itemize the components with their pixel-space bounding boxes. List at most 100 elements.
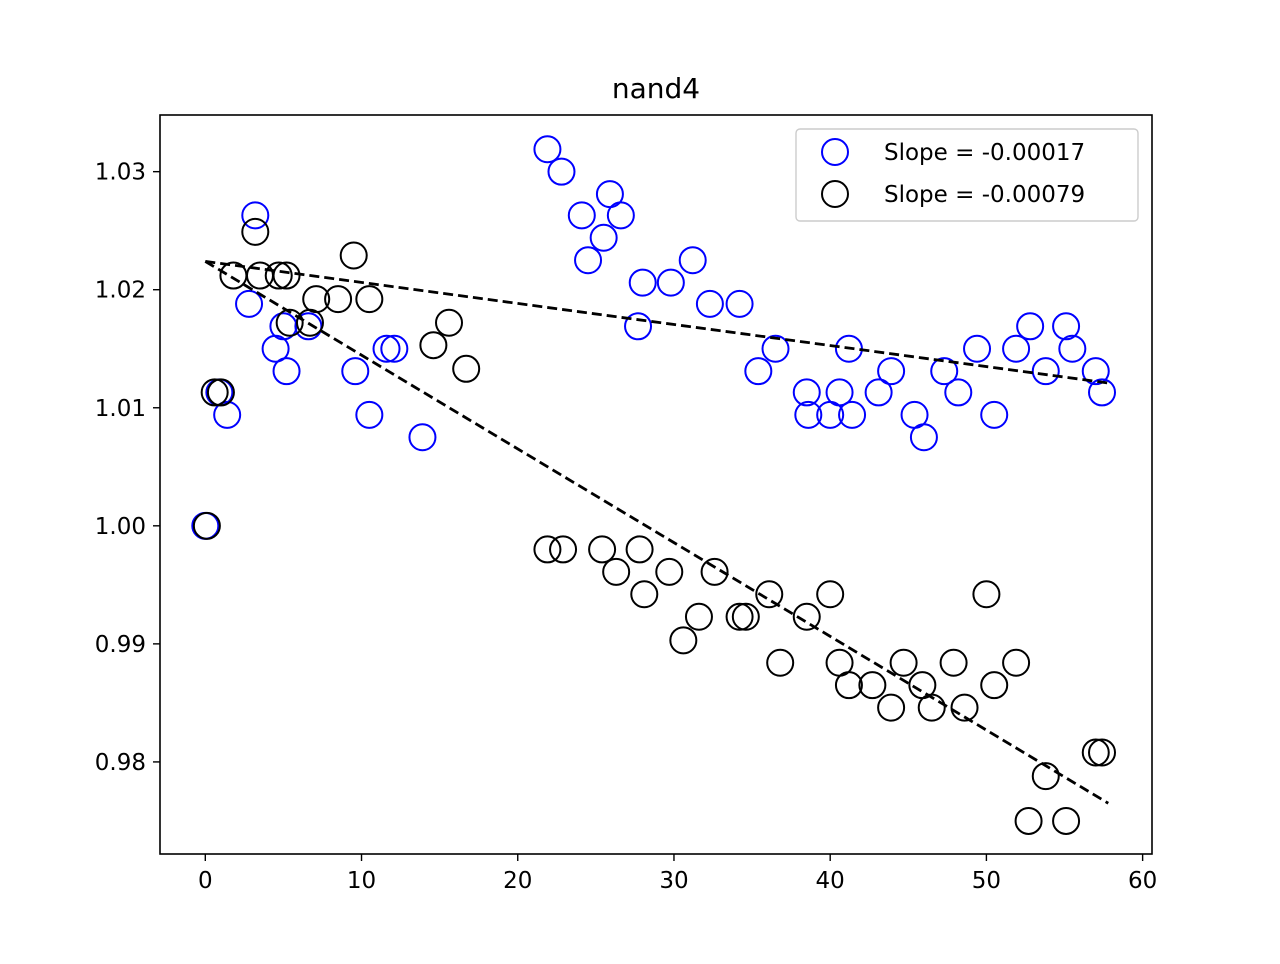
series-2-point	[435, 308, 464, 337]
series-1-point	[269, 312, 298, 341]
y-tick-label: 0.99	[95, 632, 146, 658]
series-1-point	[355, 400, 384, 429]
series-1-point	[574, 246, 603, 275]
series-1-point	[864, 378, 893, 407]
x-tick-label: 40	[816, 868, 845, 894]
series-2-point	[355, 285, 384, 314]
series-2-point	[602, 557, 631, 586]
series-2-point	[419, 331, 448, 360]
series-1-point	[1088, 378, 1117, 407]
series-2-point	[655, 557, 684, 586]
series-1-point	[678, 246, 707, 275]
series-1-point	[1016, 312, 1045, 341]
series-2-point	[200, 378, 229, 407]
series-2-point	[1031, 762, 1060, 791]
series-2-point	[917, 693, 946, 722]
x-tick-label: 60	[1128, 868, 1157, 894]
series-2-point	[533, 535, 562, 564]
series-1-point	[944, 378, 973, 407]
fit-line-2	[204, 260, 1109, 805]
series-2-point	[1081, 738, 1110, 767]
y-tick-label: 1.01	[95, 396, 146, 422]
legend-label-2: Slope = -0.00079	[884, 182, 1085, 208]
chart-title: nand4	[612, 72, 700, 105]
series-2-point	[324, 285, 353, 314]
series-2-point	[950, 693, 979, 722]
series-1-point	[380, 334, 409, 363]
y-tick-label: 1.00	[95, 514, 146, 540]
y-tick-label: 1.02	[95, 278, 146, 304]
series-2-point	[889, 648, 918, 677]
legend-marker-1	[821, 138, 849, 166]
y-tick-label: 1.03	[95, 160, 146, 186]
x-tick-label: 0	[198, 868, 213, 894]
series-1-point	[877, 357, 906, 386]
y-tick-label: 0.98	[95, 750, 146, 776]
series-2-point	[669, 626, 698, 655]
series-1-point	[1031, 357, 1060, 386]
series-2-point	[972, 580, 1001, 609]
series-1-point	[930, 357, 959, 386]
fit-line-1	[205, 259, 1109, 385]
series-1-point	[695, 289, 724, 318]
series-2-point	[816, 580, 845, 609]
series-2-point	[452, 354, 481, 383]
x-tick-label: 30	[659, 868, 688, 894]
series-2-point	[858, 671, 887, 700]
series-2-point	[731, 602, 760, 631]
series-1-point	[761, 334, 790, 363]
series-2-point	[339, 241, 368, 270]
series-1-point	[725, 289, 754, 318]
series-2-point	[588, 535, 617, 564]
series-1-point	[909, 423, 938, 452]
series-1-point	[341, 357, 370, 386]
series-2-point	[241, 217, 270, 246]
series-2-point	[834, 671, 863, 700]
series-2-point	[684, 602, 713, 631]
series-2-point	[1002, 648, 1031, 677]
series-1-point	[794, 400, 823, 429]
series-2-point	[755, 580, 784, 609]
series-1-point	[963, 334, 992, 363]
series-1-point	[825, 378, 854, 407]
series-1-point	[628, 268, 657, 297]
series-2-point	[192, 511, 221, 540]
series-2-point	[1014, 806, 1043, 835]
series-1-point	[547, 157, 576, 186]
series-1-point	[408, 423, 437, 452]
series-1-point	[213, 400, 242, 429]
series-1-point	[372, 334, 401, 363]
series-2-point	[275, 308, 304, 337]
series-1-point	[589, 223, 618, 252]
series-1-point	[606, 201, 635, 230]
series-2-point	[939, 648, 968, 677]
series-1-point	[656, 268, 685, 297]
series-2-point	[206, 378, 235, 407]
series-2-point	[766, 648, 795, 677]
series-1-point	[838, 400, 867, 429]
series-1-point	[1052, 312, 1081, 341]
series-1-point	[235, 289, 264, 318]
series-1-point	[272, 357, 301, 386]
x-tick-label: 10	[347, 868, 376, 894]
legend-marker-2	[821, 180, 849, 208]
series-2-point	[877, 693, 906, 722]
series-2-point	[272, 261, 301, 290]
series-2-point	[1052, 806, 1081, 835]
series-2-point	[700, 557, 729, 586]
series-2-point	[625, 535, 654, 564]
series-1-point	[241, 201, 270, 230]
series-2-point	[980, 671, 1009, 700]
series-2-point	[1088, 738, 1117, 767]
series-2-point	[630, 580, 659, 609]
series-1-point	[533, 135, 562, 164]
series-2-point	[264, 261, 293, 290]
series-1-point	[1002, 334, 1031, 363]
series-1-point	[624, 312, 653, 341]
series-2-point	[792, 602, 821, 631]
series-1-point	[1081, 357, 1110, 386]
series-1-point	[744, 357, 773, 386]
legend-label-1: Slope = -0.00017	[884, 140, 1085, 166]
